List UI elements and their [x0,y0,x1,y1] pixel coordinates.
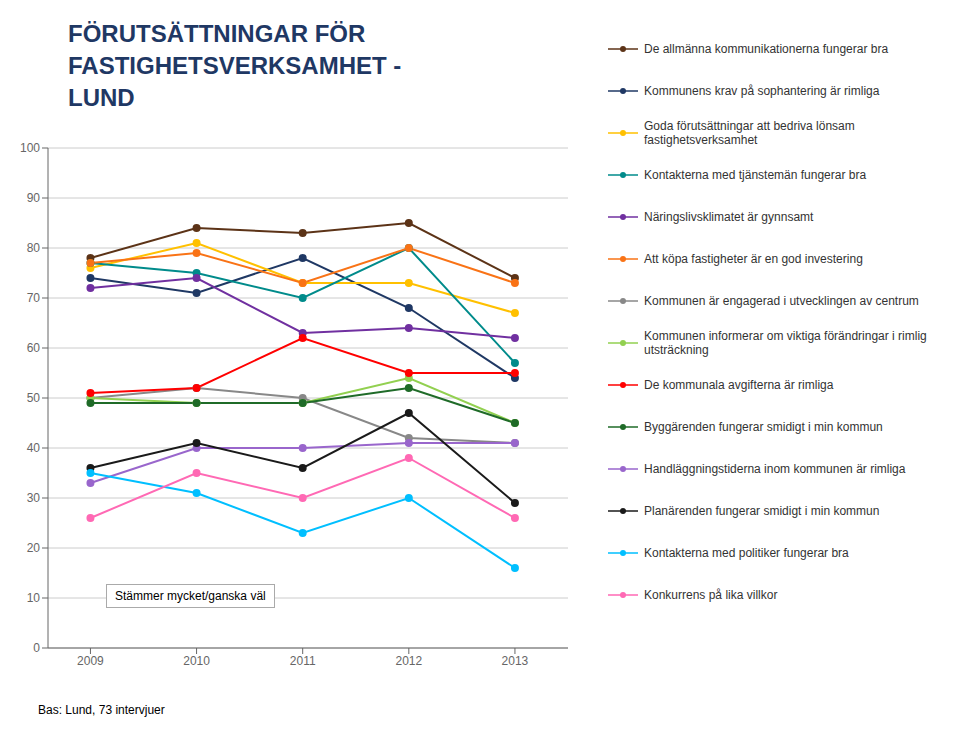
svg-text:30: 30 [27,491,41,505]
svg-text:80: 80 [27,241,41,255]
html-text:Byggärenden fungerar smidigt i: Byggärenden fungerar smidigt i min kommu… [644,420,883,434]
html-text:Goda förutsättningar att bedri: Goda förutsättningar att bedriva lönsam … [644,119,855,147]
svg-text:40: 40 [27,441,41,455]
html-text:Konkurrens på lika villkor: Konkurrens på lika villkor [644,588,778,602]
html-text:Stämmer mycket/ganska väl: Stämmer mycket/ganska väl [115,589,266,603]
svg-text:2011: 2011 [290,654,316,668]
html-text:Att köpa fastigheter är en god: Att köpa fastigheter är en god investeri… [644,252,863,266]
html-text:FÖRUTSÄTTNINGAR FÖR: FÖRUTSÄTTNINGAR FÖR [68,20,366,47]
html-text:De kommunala avgifterna är rim: De kommunala avgifterna är rimliga [644,378,834,392]
html-text:Planärenden fungerar smidigt i: Planärenden fungerar smidigt i min kommu… [644,504,880,518]
svg-text:2009: 2009 [77,654,104,668]
html-text:LUND: LUND [68,84,135,111]
svg-text:70: 70 [27,291,41,305]
html-text:Kontakterna med tjänstemän fun: Kontakterna med tjänstemän fungerar bra [644,168,867,182]
svg-text:50: 50 [27,391,41,405]
html-text:Bas: Lund, 73 intervjuer: Bas: Lund, 73 intervjuer [38,703,165,717]
svg-text:60: 60 [27,341,41,355]
html-text:Näringslivsklimatet är gynnsam: Näringslivsklimatet är gynnsamt [644,210,814,224]
svg-text:10: 10 [27,591,41,605]
svg-text:2012: 2012 [395,654,422,668]
html-text:Handläggningstiderna inom komm: Handläggningstiderna inom kommunen är ri… [644,462,906,476]
svg-text:2013: 2013 [502,654,529,668]
html-text:Kommunens krav på sophantering: Kommunens krav på sophantering är rimlig… [644,84,880,98]
svg-text:2010: 2010 [183,654,210,668]
html-text:Kommunen är engagerad i utveck: Kommunen är engagerad i utvecklingen av … [644,294,919,308]
html-text:De allmänna kommunikationerna: De allmänna kommunikationerna fungerar b… [644,42,889,56]
html-text:Kommunen informerar om viktiga: Kommunen informerar om viktiga förändrin… [644,329,927,357]
svg-text:90: 90 [27,191,41,205]
svg-text:0: 0 [33,641,40,655]
html-text:Kontakterna med politiker fung: Kontakterna med politiker fungerar bra [644,546,849,560]
html-text:FASTIGHETSVERKSAMHET -: FASTIGHETSVERKSAMHET - [68,52,402,79]
svg-text:100: 100 [20,141,40,155]
svg-text:20: 20 [27,541,41,555]
